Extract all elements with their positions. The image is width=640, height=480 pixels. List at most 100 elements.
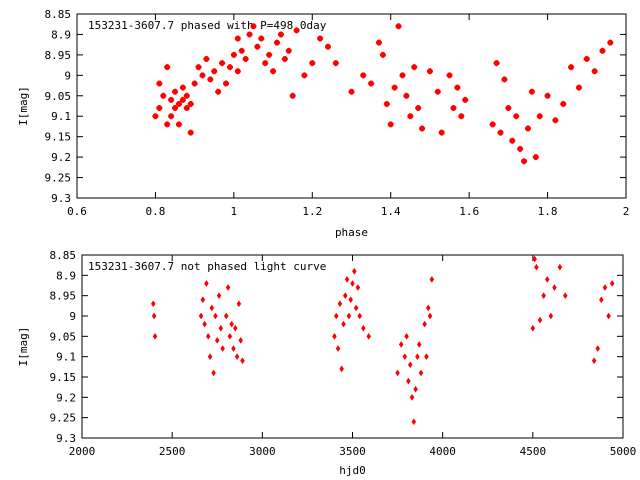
data-point bbox=[216, 292, 222, 300]
data-point bbox=[341, 320, 346, 328]
data-point bbox=[211, 369, 216, 377]
data-point bbox=[168, 96, 175, 103]
y-tick-label: 9.1 bbox=[51, 110, 71, 123]
data-point bbox=[407, 113, 414, 120]
data-point bbox=[552, 117, 559, 124]
data-point bbox=[254, 43, 261, 50]
data-point bbox=[156, 80, 163, 87]
data-point bbox=[301, 72, 308, 79]
x-tick-label: 2000 bbox=[69, 445, 96, 458]
data-point bbox=[164, 64, 171, 71]
plot-frame bbox=[76, 13, 627, 199]
data-point bbox=[227, 332, 233, 340]
data-point bbox=[219, 60, 226, 67]
data-point bbox=[429, 275, 435, 283]
data-point bbox=[379, 51, 386, 58]
data-point bbox=[200, 296, 206, 304]
data-point bbox=[557, 263, 563, 271]
data-point bbox=[534, 263, 539, 271]
data-point bbox=[357, 312, 363, 320]
data-point bbox=[332, 60, 339, 67]
data-point bbox=[203, 55, 210, 62]
data-point bbox=[234, 68, 241, 75]
data-point bbox=[375, 39, 382, 46]
data-point bbox=[454, 84, 461, 91]
data-point bbox=[402, 353, 408, 361]
data-point bbox=[160, 92, 167, 99]
y-tick-label: 9.15 bbox=[50, 371, 77, 384]
data-point bbox=[427, 312, 433, 320]
data-point bbox=[344, 275, 350, 283]
data-point bbox=[179, 84, 186, 91]
x-tick-label: 1.6 bbox=[459, 205, 479, 218]
data-point bbox=[537, 316, 543, 324]
data-point bbox=[462, 96, 469, 103]
data-point bbox=[337, 300, 343, 308]
data-point bbox=[309, 60, 316, 67]
y-tick-label: 8.85 bbox=[50, 249, 77, 262]
data-point bbox=[424, 353, 429, 361]
data-point bbox=[205, 332, 211, 340]
data-point bbox=[324, 43, 331, 50]
data-point bbox=[220, 345, 225, 352]
data-point bbox=[236, 300, 242, 308]
data-point bbox=[591, 68, 598, 75]
data-point bbox=[353, 304, 359, 312]
x-tick-label: 1 bbox=[231, 205, 238, 218]
y-tick-label: 9.1 bbox=[56, 351, 76, 364]
y-axis-label: I[mag] bbox=[17, 86, 30, 126]
data-point bbox=[536, 113, 543, 120]
data-point bbox=[234, 35, 241, 42]
data-point bbox=[409, 393, 415, 401]
data-point bbox=[223, 80, 230, 87]
data-point bbox=[422, 320, 427, 328]
y-tick-label: 9 bbox=[69, 310, 76, 323]
data-point bbox=[607, 39, 614, 46]
data-point bbox=[575, 84, 582, 91]
data-point bbox=[250, 23, 257, 30]
data-point bbox=[419, 125, 426, 132]
data-point bbox=[368, 80, 375, 87]
data-point bbox=[214, 336, 220, 344]
data-point bbox=[407, 361, 413, 369]
data-point bbox=[560, 100, 567, 107]
x-axis-label: phase bbox=[335, 226, 368, 239]
y-tick-label: 8.9 bbox=[56, 269, 76, 282]
y-tick-label: 9 bbox=[64, 69, 71, 82]
data-point bbox=[339, 365, 344, 373]
data-point bbox=[458, 113, 465, 120]
data-point bbox=[411, 64, 418, 71]
data-point bbox=[223, 312, 229, 320]
data-point bbox=[183, 105, 190, 112]
x-tick-label: 4500 bbox=[520, 445, 547, 458]
data-point bbox=[548, 312, 554, 320]
data-point bbox=[509, 137, 516, 144]
data-point bbox=[175, 100, 182, 107]
phased-light-curve-chart: 0.6 0.8 1 1.2 1.4 1.6 1.8 2 8.85 8.9 8.95 9 9.05 9.1 9… bbox=[17, 8, 629, 239]
data-point bbox=[501, 76, 508, 83]
data-point bbox=[293, 27, 300, 34]
data-point bbox=[450, 105, 457, 112]
data-point bbox=[395, 23, 402, 30]
data-point bbox=[360, 72, 367, 79]
data-point bbox=[505, 105, 512, 112]
x-tick-label: 4000 bbox=[429, 445, 456, 458]
unphased-light-curve-chart: 2000 2500 3000 3500 4000 4500 5000 8.85 8.9 8.95 9… bbox=[17, 249, 636, 477]
data-point bbox=[335, 345, 341, 352]
data-point bbox=[175, 121, 182, 128]
y-tick-label: 9.25 bbox=[45, 172, 72, 185]
data-point bbox=[398, 341, 404, 348]
data-point bbox=[164, 121, 171, 128]
data-point bbox=[524, 125, 531, 132]
chart-title: 153231-3607.7 phased with P=498.0day bbox=[88, 19, 327, 32]
y-tick-label: 8.9 bbox=[51, 28, 71, 41]
data-point bbox=[395, 369, 400, 377]
data-point bbox=[273, 39, 280, 46]
data-point bbox=[191, 80, 198, 87]
data-point bbox=[207, 76, 214, 83]
data-point bbox=[232, 324, 238, 332]
data-point bbox=[609, 280, 615, 287]
data-point bbox=[532, 255, 537, 263]
data-point bbox=[350, 280, 355, 287]
